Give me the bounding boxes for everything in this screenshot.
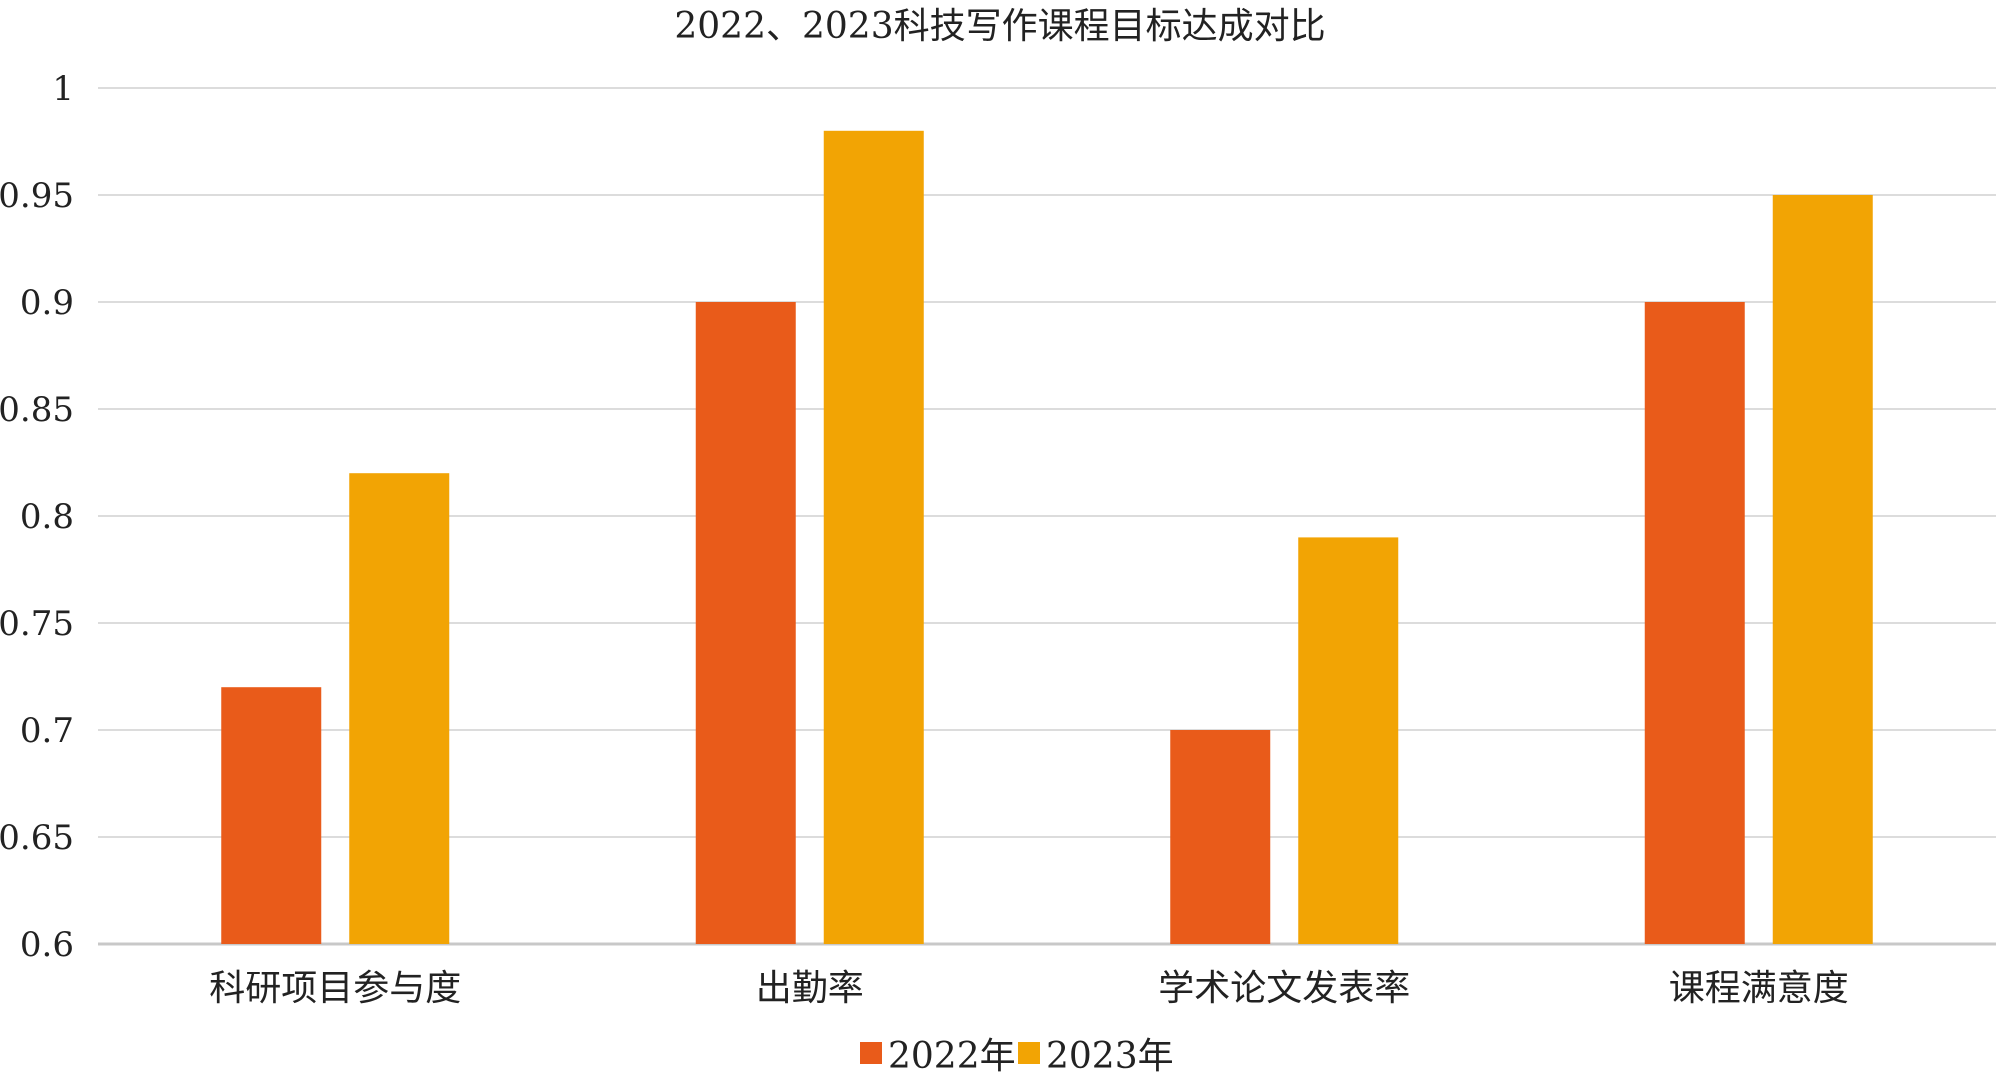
y-tick-label: 0.7 xyxy=(20,711,74,751)
bar-2023-3 xyxy=(1772,195,1873,944)
chart-title: 2022、2023科技写作课程目标达成对比 xyxy=(674,6,1325,47)
y-tick-label: 0.95 xyxy=(0,176,74,216)
bar-2023-1 xyxy=(823,130,924,945)
x-axis: 科研项目参与度 出勤率 学术论文发表率 课程满意度 xyxy=(209,968,1849,1009)
bar-2022-3 xyxy=(1644,302,1745,944)
y-tick-label: 0.6 xyxy=(20,925,74,965)
legend-label: 2022年 xyxy=(888,1036,1016,1077)
y-axis: 0.6 0.65 0.7 0.75 0.8 0.85 0.9 0.95 1 xyxy=(0,69,74,965)
legend: 2022年 2023年 xyxy=(860,1036,1174,1077)
y-tick-label: 1 xyxy=(52,69,74,109)
y-tick-label: 0.9 xyxy=(20,283,74,323)
y-tick-label: 0.8 xyxy=(20,497,74,537)
bars xyxy=(221,130,1873,945)
y-tick-label: 0.85 xyxy=(0,390,74,430)
bar-2022-0 xyxy=(221,687,322,944)
legend-swatch xyxy=(860,1042,882,1064)
x-category-label: 科研项目参与度 xyxy=(209,968,461,1009)
y-tick-label: 0.75 xyxy=(0,604,74,644)
bar-2022-1 xyxy=(695,302,796,944)
x-category-label: 课程满意度 xyxy=(1669,968,1849,1009)
y-tick-label: 0.65 xyxy=(0,818,74,858)
bar-2022-2 xyxy=(1170,730,1271,944)
bar-2023-2 xyxy=(1298,537,1399,944)
x-category-label: 出勤率 xyxy=(756,968,864,1009)
legend-swatch xyxy=(1018,1042,1040,1064)
bar-2023-0 xyxy=(349,473,450,944)
legend-label: 2023年 xyxy=(1046,1036,1174,1077)
x-category-label: 学术论文发表率 xyxy=(1158,968,1410,1009)
